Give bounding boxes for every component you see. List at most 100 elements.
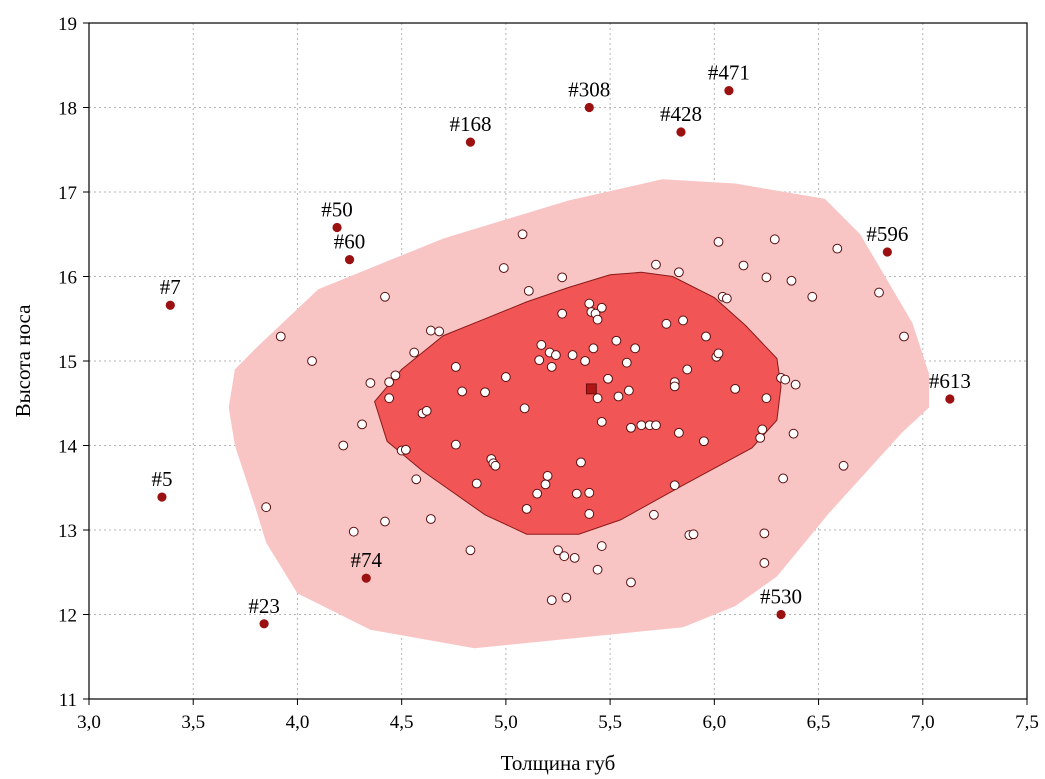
data-point	[409, 347, 420, 358]
data-point	[596, 541, 607, 551]
data-point	[636, 420, 647, 431]
data-point	[759, 558, 770, 568]
data-point	[780, 374, 791, 385]
data-point	[648, 509, 659, 520]
y-tick-label: 13	[58, 521, 77, 542]
outlier-point	[584, 102, 594, 113]
x-tick-label: 5,0	[494, 712, 518, 733]
data-point	[534, 355, 545, 366]
data-point	[365, 378, 376, 388]
data-point	[778, 473, 789, 484]
data-point	[540, 479, 551, 490]
data-point	[682, 364, 693, 375]
x-tick-label: 7,5	[1015, 712, 1039, 733]
data-point	[769, 234, 780, 245]
data-point	[490, 460, 501, 471]
data-point	[553, 545, 563, 556]
data-point	[557, 272, 568, 283]
outlier-point	[882, 247, 892, 257]
data-point	[275, 331, 286, 342]
outlier-label: #74	[350, 548, 382, 572]
data-point	[546, 362, 557, 372]
y-tick-label: 18	[58, 99, 77, 120]
x-axis-title: Толщина губ	[501, 751, 616, 775]
data-point	[759, 528, 770, 539]
outlier-label: #23	[248, 594, 280, 618]
outlier: #74	[350, 548, 382, 583]
outlier-point	[361, 573, 371, 583]
y-axis-ticks: 11 12 13 14 15 16 17 18 19	[58, 14, 89, 711]
data-point	[569, 552, 580, 563]
data-point	[621, 357, 632, 368]
data-point	[713, 236, 724, 247]
outlier: #308	[568, 78, 610, 113]
data-point	[380, 291, 390, 302]
outlier: #530	[760, 585, 802, 620]
outlier: #471	[708, 61, 750, 96]
data-point	[480, 387, 490, 398]
outlier-points: #471 #308 #428 #168 #50 #60 #596 #7 #613 #5 #74 #53…	[151, 61, 971, 629]
data-point	[400, 444, 411, 455]
data-point	[559, 551, 570, 562]
data-point	[450, 362, 461, 372]
outlier-label: #530	[760, 585, 802, 609]
data-point	[571, 488, 582, 499]
data-point	[567, 350, 578, 360]
data-points	[261, 229, 909, 606]
data-point	[838, 460, 849, 471]
outlier: #428	[660, 102, 702, 137]
outlier: #23	[248, 594, 280, 629]
data-point	[384, 377, 395, 388]
data-point	[701, 331, 711, 342]
data-point	[498, 263, 509, 273]
data-point	[584, 298, 595, 309]
outlier-label: #613	[929, 369, 971, 393]
y-tick-label: 14	[58, 437, 78, 458]
data-point	[738, 260, 749, 271]
data-point	[425, 514, 436, 524]
data-point	[596, 302, 607, 313]
bag-regions	[228, 179, 929, 649]
data-point	[678, 315, 688, 326]
data-point	[755, 432, 766, 443]
data-point	[338, 440, 349, 451]
data-point	[390, 370, 401, 381]
y-tick-label: 19	[58, 14, 77, 35]
data-point	[457, 386, 468, 397]
data-point	[521, 503, 532, 514]
data-point	[551, 350, 561, 360]
data-point	[465, 545, 476, 556]
inner-bag-region	[374, 271, 782, 535]
data-point	[261, 502, 272, 513]
data-point	[790, 379, 801, 390]
outlier-point	[465, 137, 476, 147]
data-point	[669, 381, 680, 392]
outlier: #60	[334, 230, 365, 265]
data-point	[807, 291, 818, 302]
data-point	[592, 314, 603, 325]
data-point	[557, 308, 568, 319]
data-point	[584, 487, 595, 498]
data-point	[688, 529, 699, 540]
outlier-label: #596	[866, 222, 908, 246]
data-point	[761, 393, 772, 404]
data-point	[673, 427, 684, 438]
data-point	[592, 564, 603, 575]
data-point	[761, 272, 772, 283]
x-tick-label: 5,5	[598, 712, 622, 733]
y-tick-label: 11	[59, 690, 77, 711]
data-point	[596, 416, 607, 427]
median-marker-group	[585, 383, 597, 395]
data-point	[623, 385, 634, 396]
data-point	[721, 293, 732, 304]
outlier-point	[344, 255, 355, 265]
outlier: #50	[321, 197, 353, 233]
y-tick-label: 16	[58, 268, 77, 289]
data-point	[580, 356, 590, 366]
outlier-point	[776, 609, 786, 620]
data-point	[542, 471, 553, 481]
y-tick-label: 15	[58, 352, 77, 373]
outlier-point	[332, 222, 342, 233]
data-point	[651, 420, 661, 431]
